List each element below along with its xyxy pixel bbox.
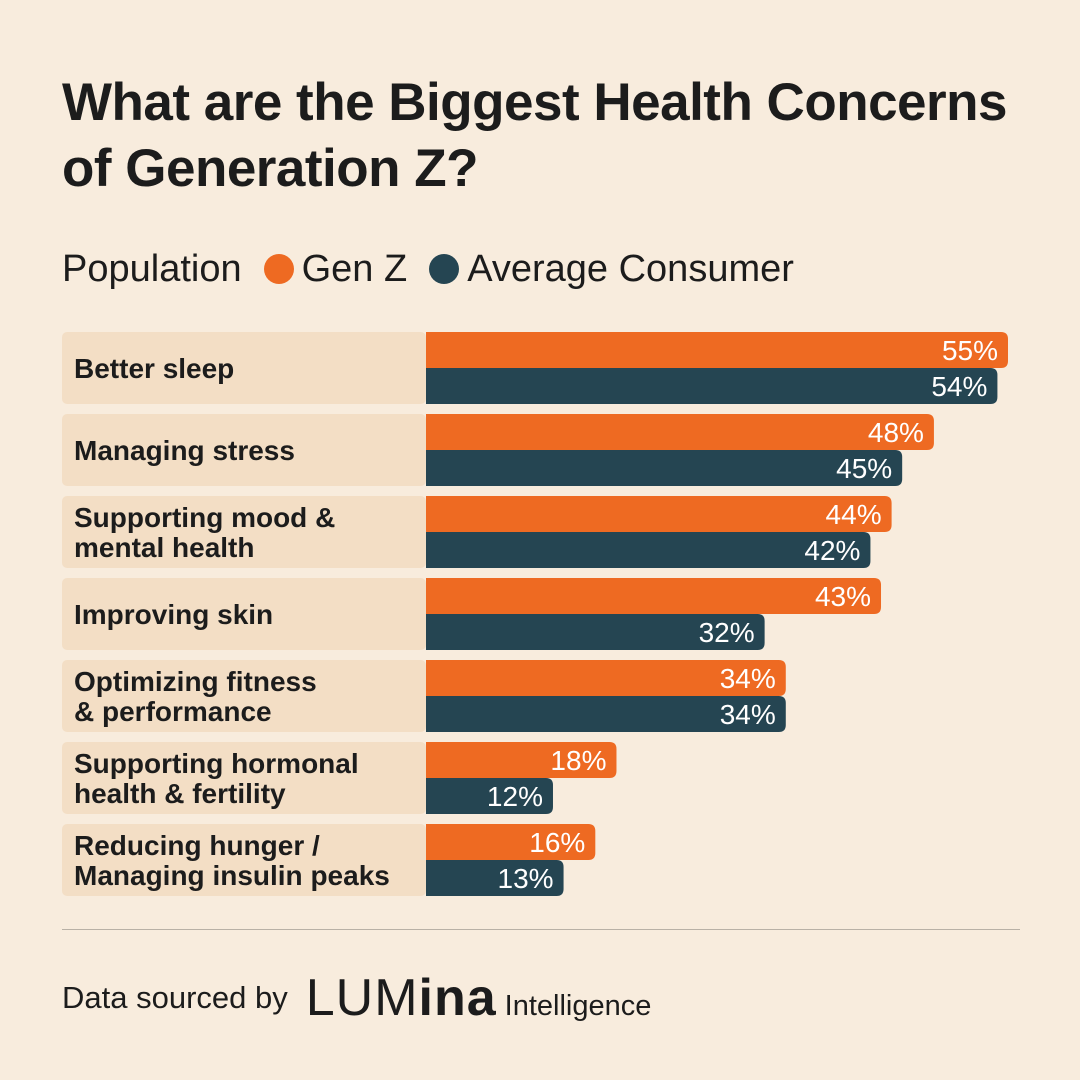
row-band-supporting-hormonal-health-fertility [62,742,426,814]
category-label: Supporting mood & [74,502,335,533]
bar-average-consumer-supporting-mood-mental-health [426,532,871,568]
category-label: mental health [74,532,254,563]
category-label: Better sleep [74,353,234,384]
value-label-gen-z: 34% [720,663,776,694]
bar-gen-z-optimizing-fitness-performance [426,660,786,696]
logo-text-light: LUM [305,969,419,1027]
value-label-average-consumer: 12% [487,781,543,812]
row-band-reducing-hunger-managing-insulin-peaks [62,824,426,896]
value-label-average-consumer: 54% [931,371,987,402]
value-label-average-consumer: 32% [699,617,755,648]
logo-text-heavy: ina [418,969,497,1027]
legend-swatch-average-consumer [429,254,460,284]
bar-average-consumer-improving-skin [426,614,765,650]
bar-average-consumer-managing-stress [426,450,903,486]
value-label-gen-z: 18% [550,745,606,776]
row-band-better-sleep [62,332,426,404]
legend-label-average-consumer: Average Consumer [467,247,794,290]
legend-item-average-consumer: Average Consumer [429,248,794,291]
value-label-average-consumer: 13% [498,863,554,894]
category-label: Reducing hunger / [74,830,320,861]
category-label: Optimizing fitness [74,666,317,697]
legend-item-gen-z: Gen Z [263,247,408,291]
value-label-average-consumer: 42% [804,535,860,566]
category-label: health & fertility [74,778,286,809]
legend-label-gen-z: Gen Z [301,247,408,290]
logo-subtitle: Intelligence [504,990,652,1022]
value-label-average-consumer: 45% [836,453,892,484]
source-text: Data sourced by [62,980,288,1015]
row-band-managing-stress [62,414,426,486]
footer-divider [62,929,1020,930]
bar-average-consumer-optimizing-fitness-performance [426,696,786,732]
value-label-gen-z: 16% [529,827,585,858]
row-band-supporting-mood-mental-health [62,496,426,568]
bar-gen-z-supporting-mood-mental-health [426,496,892,532]
value-label-gen-z: 43% [815,581,871,612]
row-band-optimizing-fitness-performance [62,660,426,732]
category-label: Managing stress [74,435,295,466]
category-label: Supporting hormonal [74,748,359,779]
value-label-average-consumer: 34% [720,699,776,730]
bar-gen-z-improving-skin [426,578,882,614]
lumina-wordmark: LUMina [306,968,497,1028]
category-label: & performance [74,696,272,727]
category-label: Improving skin [74,599,273,630]
value-label-gen-z: 44% [826,499,882,530]
chart-title: What are the Biggest Health Concerns of … [62,73,1008,198]
value-label-gen-z: 48% [868,417,924,448]
row-band-improving-skin [62,578,426,650]
legend: Population Gen Z Average Consumer [62,244,794,294]
bar-gen-z-supporting-hormonal-health-fertility [426,742,617,778]
bar-average-consumer-supporting-hormonal-health-fertility [426,778,553,814]
legend-swatch-gen-z [263,254,294,284]
legend-title: Population [62,247,242,290]
bar-gen-z-reducing-hunger-managing-insulin-peaks [426,824,596,860]
bar-average-consumer-better-sleep [426,368,998,404]
bar-average-consumer-reducing-hunger-managing-insulin-peaks [426,860,564,896]
bar-gen-z-better-sleep [426,332,1008,368]
category-label: Managing insulin peaks [74,860,390,891]
bar-gen-z-managing-stress [426,414,934,450]
lumina-logo: LUMina Intelligence [306,968,652,1028]
footer: Data sourced by LUMina Intelligence [62,968,651,1028]
value-label-gen-z: 55% [942,335,998,366]
